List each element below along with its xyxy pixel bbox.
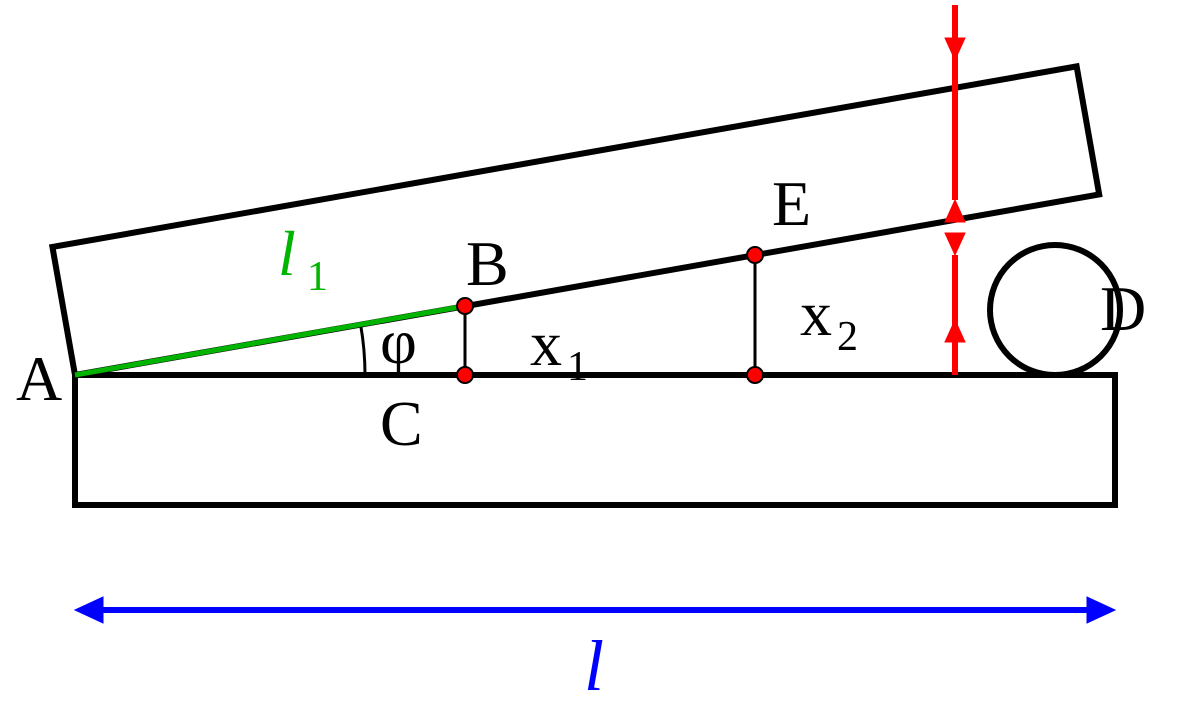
label-phi: φ [380, 306, 417, 377]
diagram-svg: ABCDEφl1x1x2l [0, 0, 1200, 715]
label-A: A [16, 343, 62, 414]
label-l1_sub: 1 [307, 254, 328, 300]
label-x1_sub: 1 [567, 344, 588, 390]
label-l1_main: l [278, 218, 296, 289]
lower-beam-rect [75, 375, 1115, 505]
point-e [747, 247, 763, 263]
label-x2_main: x [800, 278, 832, 349]
label-D: D [1100, 273, 1146, 344]
point-b [457, 298, 473, 314]
label-x2_sub: 2 [837, 314, 858, 360]
label-E: E [772, 168, 811, 239]
point-c [457, 367, 473, 383]
label-B: B [466, 228, 509, 299]
label-C: C [380, 388, 423, 459]
point-e-base [747, 367, 763, 383]
label-x1_main: x [530, 308, 562, 379]
label-l: l [584, 626, 604, 706]
